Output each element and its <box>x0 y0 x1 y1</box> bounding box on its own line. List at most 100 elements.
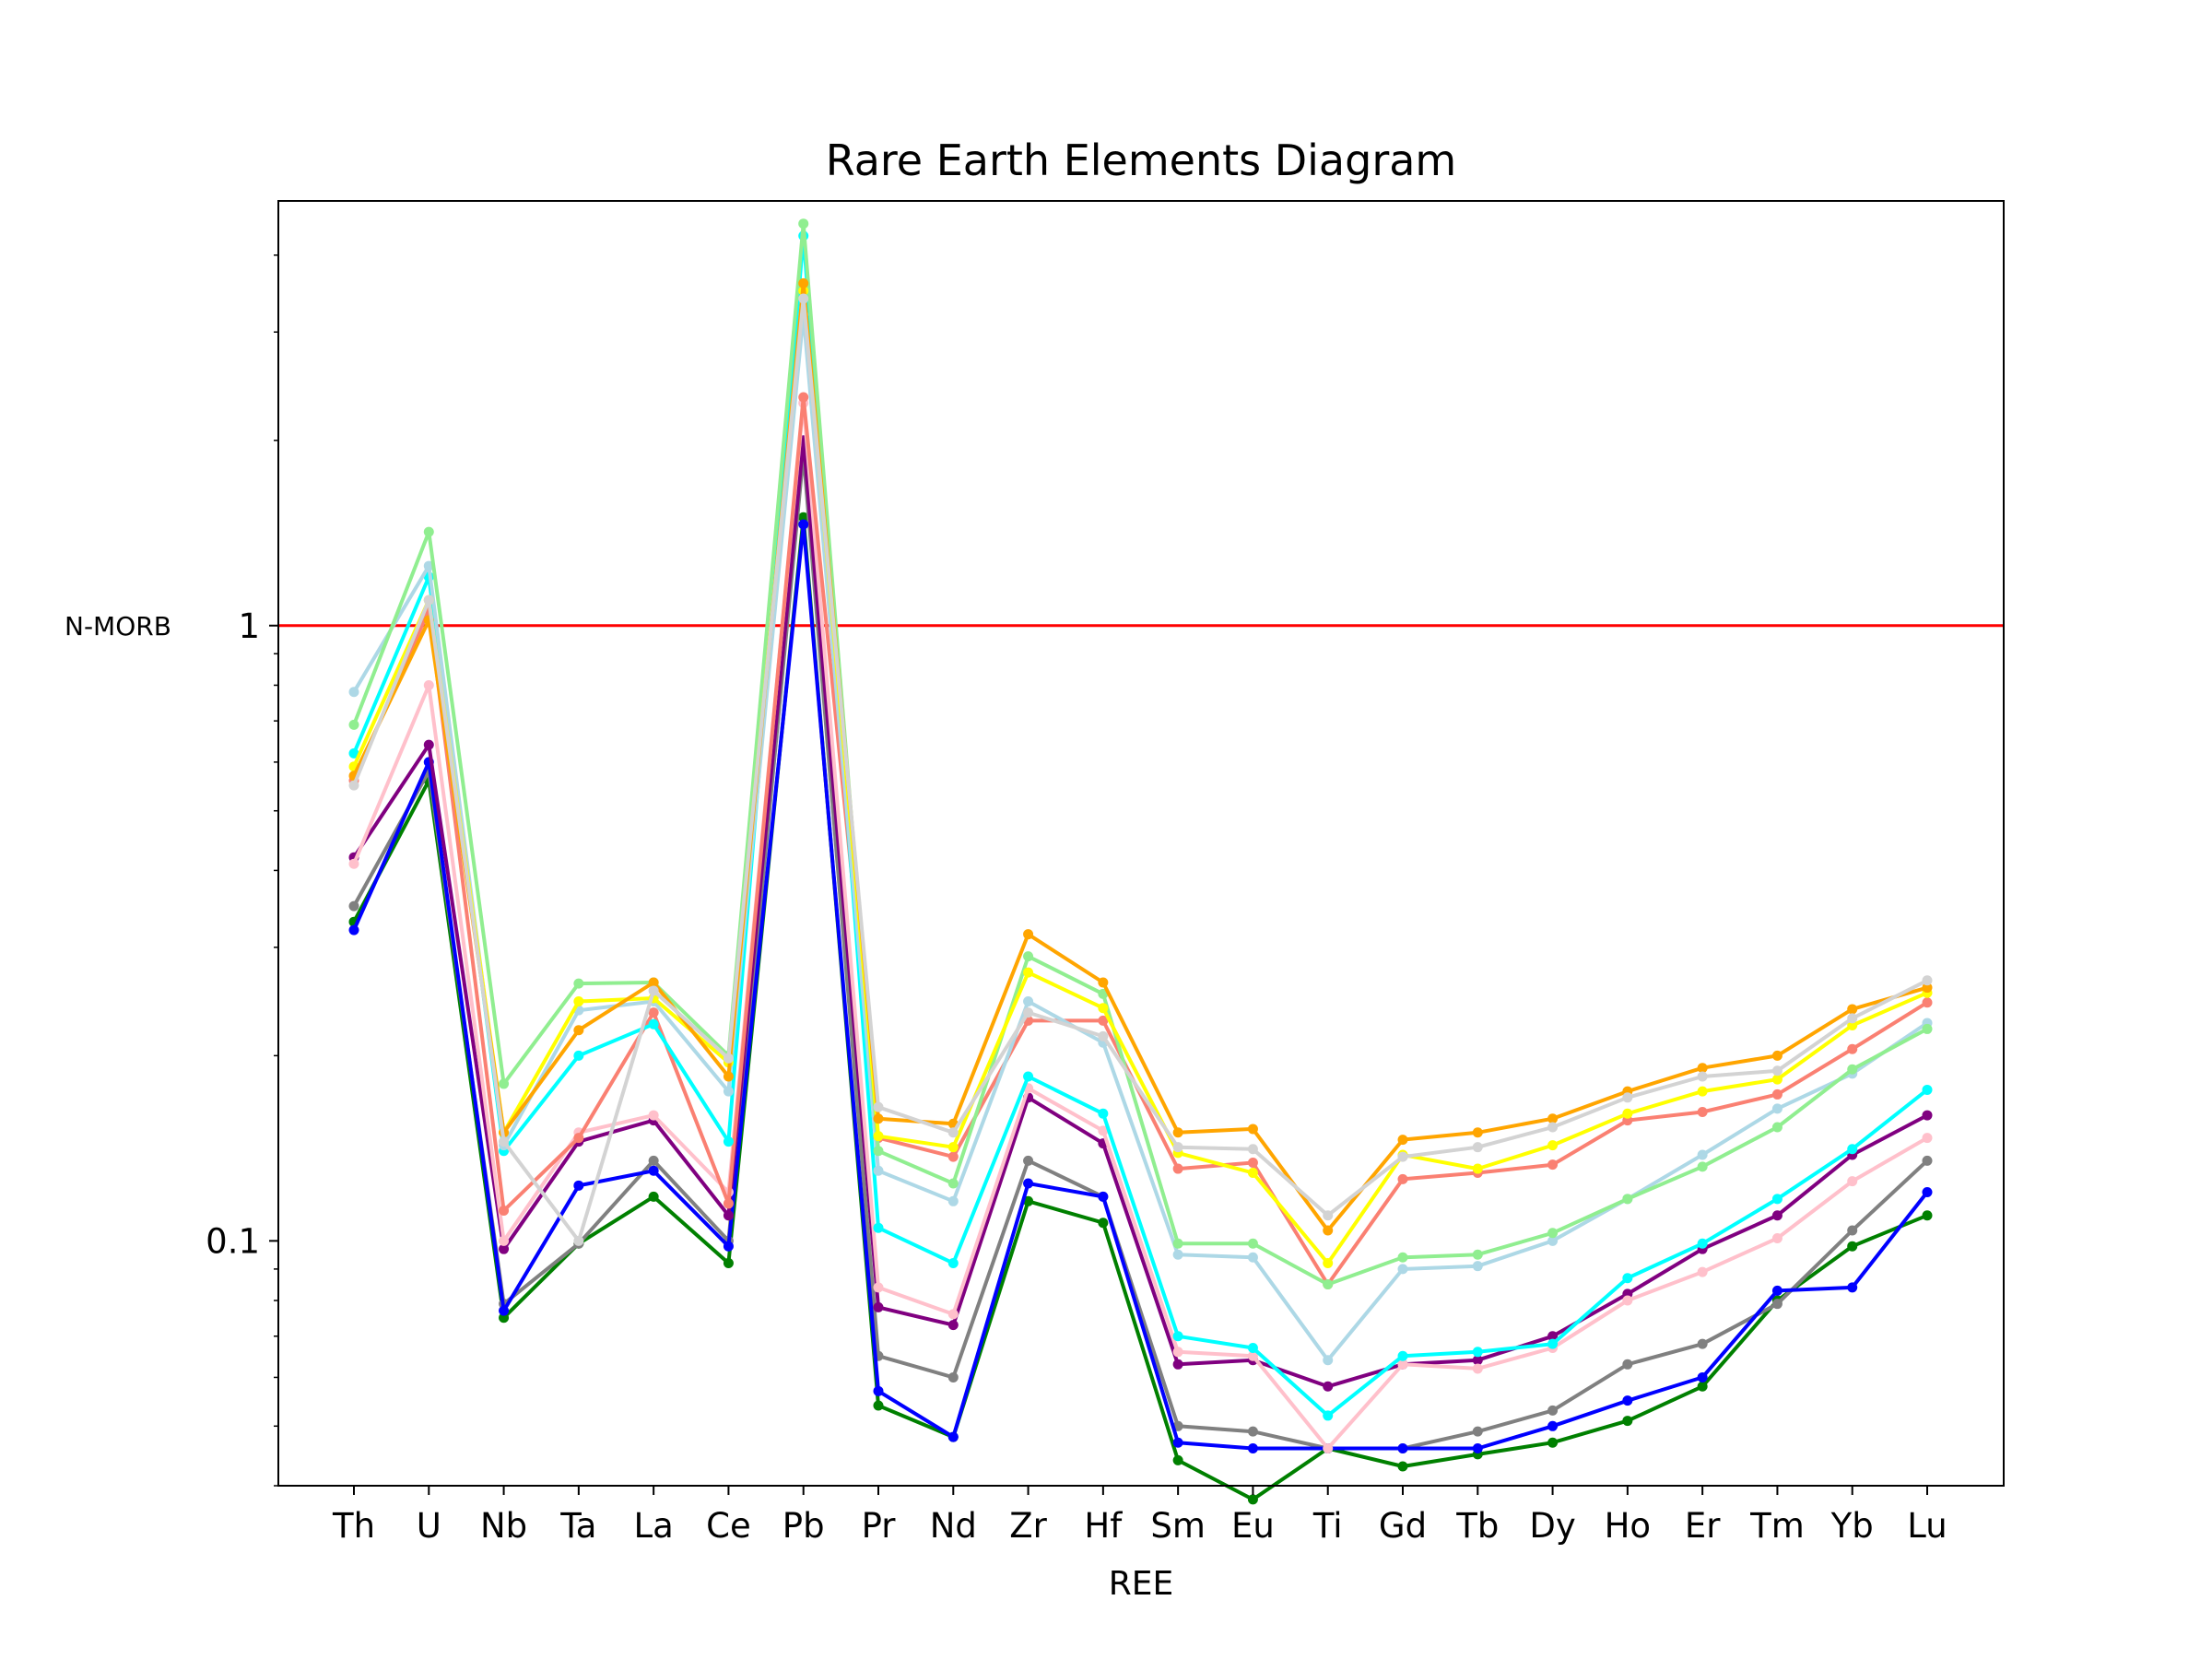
data-point <box>1622 1295 1633 1306</box>
data-point <box>348 747 359 759</box>
data-point <box>1023 967 1034 978</box>
data-point <box>1323 1258 1334 1269</box>
data-point <box>1023 1195 1034 1206</box>
data-point <box>1172 1249 1183 1260</box>
data-point <box>1397 1442 1408 1453</box>
data-point <box>1247 1252 1258 1263</box>
data-point <box>1247 1238 1258 1249</box>
data-point <box>648 1018 659 1030</box>
data-point <box>1622 1359 1633 1370</box>
data-point <box>1247 1144 1258 1155</box>
data-point <box>1472 1249 1483 1260</box>
axes: N-MORB Th U Nb Ta La Ce Pb Pr Nd Zr Hf Sm Eu Ti Gd Tb Dy H… <box>65 254 1947 1546</box>
data-point <box>1247 1342 1258 1353</box>
series-line-3 <box>352 523 1929 1451</box>
data-point <box>947 1431 959 1442</box>
data-point <box>1172 1454 1183 1465</box>
data-point <box>1472 1347 1483 1358</box>
data-point <box>573 1180 584 1191</box>
data-point <box>1472 1163 1483 1174</box>
data-point <box>1922 1023 1933 1034</box>
x-tick-label: Lu <box>1907 1506 1947 1546</box>
data-point <box>1397 1151 1408 1162</box>
data-point <box>1547 1122 1559 1133</box>
data-point <box>1172 1142 1183 1153</box>
data-point <box>1922 1210 1933 1221</box>
data-point <box>648 1191 659 1202</box>
data-point <box>1847 1013 1858 1024</box>
data-point <box>348 780 359 791</box>
x-tick-label: Nd <box>930 1506 977 1546</box>
data-point <box>1472 1442 1483 1453</box>
data-point <box>1397 1252 1408 1263</box>
data-point <box>1697 1238 1708 1249</box>
data-point <box>1697 1149 1708 1160</box>
data-point <box>1172 1238 1183 1249</box>
data-point <box>1397 1461 1408 1472</box>
data-point <box>1172 1127 1183 1138</box>
data-point <box>1771 1074 1783 1085</box>
data-point <box>1547 1235 1559 1246</box>
data-point <box>1098 1218 1109 1229</box>
x-tick-label: Pr <box>862 1506 897 1546</box>
plot-area <box>278 218 2004 1505</box>
x-tick-label: Pb <box>782 1506 825 1546</box>
data-point <box>1771 1194 1783 1205</box>
data-point <box>873 1400 884 1411</box>
data-point <box>648 977 659 988</box>
data-point <box>1622 1194 1633 1205</box>
x-tick-label: Er <box>1685 1506 1721 1546</box>
data-point <box>1922 997 1933 1008</box>
data-point <box>1247 1426 1258 1437</box>
data-point <box>1472 1363 1483 1374</box>
data-point <box>1622 1108 1633 1119</box>
data-point <box>1771 1232 1783 1243</box>
data-point <box>1697 1371 1708 1382</box>
data-point <box>1023 929 1034 940</box>
data-point <box>798 218 809 229</box>
data-point <box>1247 1350 1258 1361</box>
plot-frame <box>277 200 2005 1487</box>
data-point <box>1847 1064 1858 1075</box>
data-point <box>1847 1043 1858 1054</box>
x-tick-label: Ho <box>1605 1506 1651 1546</box>
data-point <box>1697 1338 1708 1349</box>
y-tick-label: 0.1 <box>206 1221 260 1261</box>
data-point <box>1771 1210 1783 1221</box>
data-point <box>1922 1186 1933 1197</box>
data-point <box>1098 1003 1109 1014</box>
data-point <box>648 1155 659 1166</box>
data-point <box>1472 1142 1483 1153</box>
data-point <box>873 1301 884 1312</box>
x-tick-label: Gd <box>1379 1506 1427 1546</box>
data-point <box>798 519 809 530</box>
x-tick-label: Sm <box>1150 1506 1206 1546</box>
data-point <box>723 1071 734 1082</box>
data-point <box>1472 1355 1483 1366</box>
data-point <box>798 293 809 304</box>
data-point <box>1697 1063 1708 1074</box>
data-point <box>1547 1331 1559 1342</box>
data-point <box>1547 1228 1559 1239</box>
data-point <box>1922 1084 1933 1095</box>
data-point <box>573 1133 584 1144</box>
data-point <box>573 1050 584 1061</box>
data-point <box>1847 1241 1858 1252</box>
data-point <box>1098 1191 1109 1202</box>
data-point <box>1697 1266 1708 1277</box>
data-point <box>1172 1437 1183 1448</box>
data-point <box>873 1101 884 1112</box>
data-point <box>1547 1405 1559 1416</box>
data-point <box>573 978 584 989</box>
data-point <box>348 858 359 869</box>
data-point <box>1247 1157 1258 1168</box>
data-point <box>423 679 434 690</box>
data-point <box>1547 1338 1559 1349</box>
data-point <box>348 900 359 912</box>
data-point <box>947 1309 959 1320</box>
data-point <box>1172 1331 1183 1342</box>
data-point <box>1922 975 1933 986</box>
data-point <box>1098 1125 1109 1136</box>
x-axis-label: REE <box>1109 1565 1174 1603</box>
data-point <box>499 1243 510 1254</box>
